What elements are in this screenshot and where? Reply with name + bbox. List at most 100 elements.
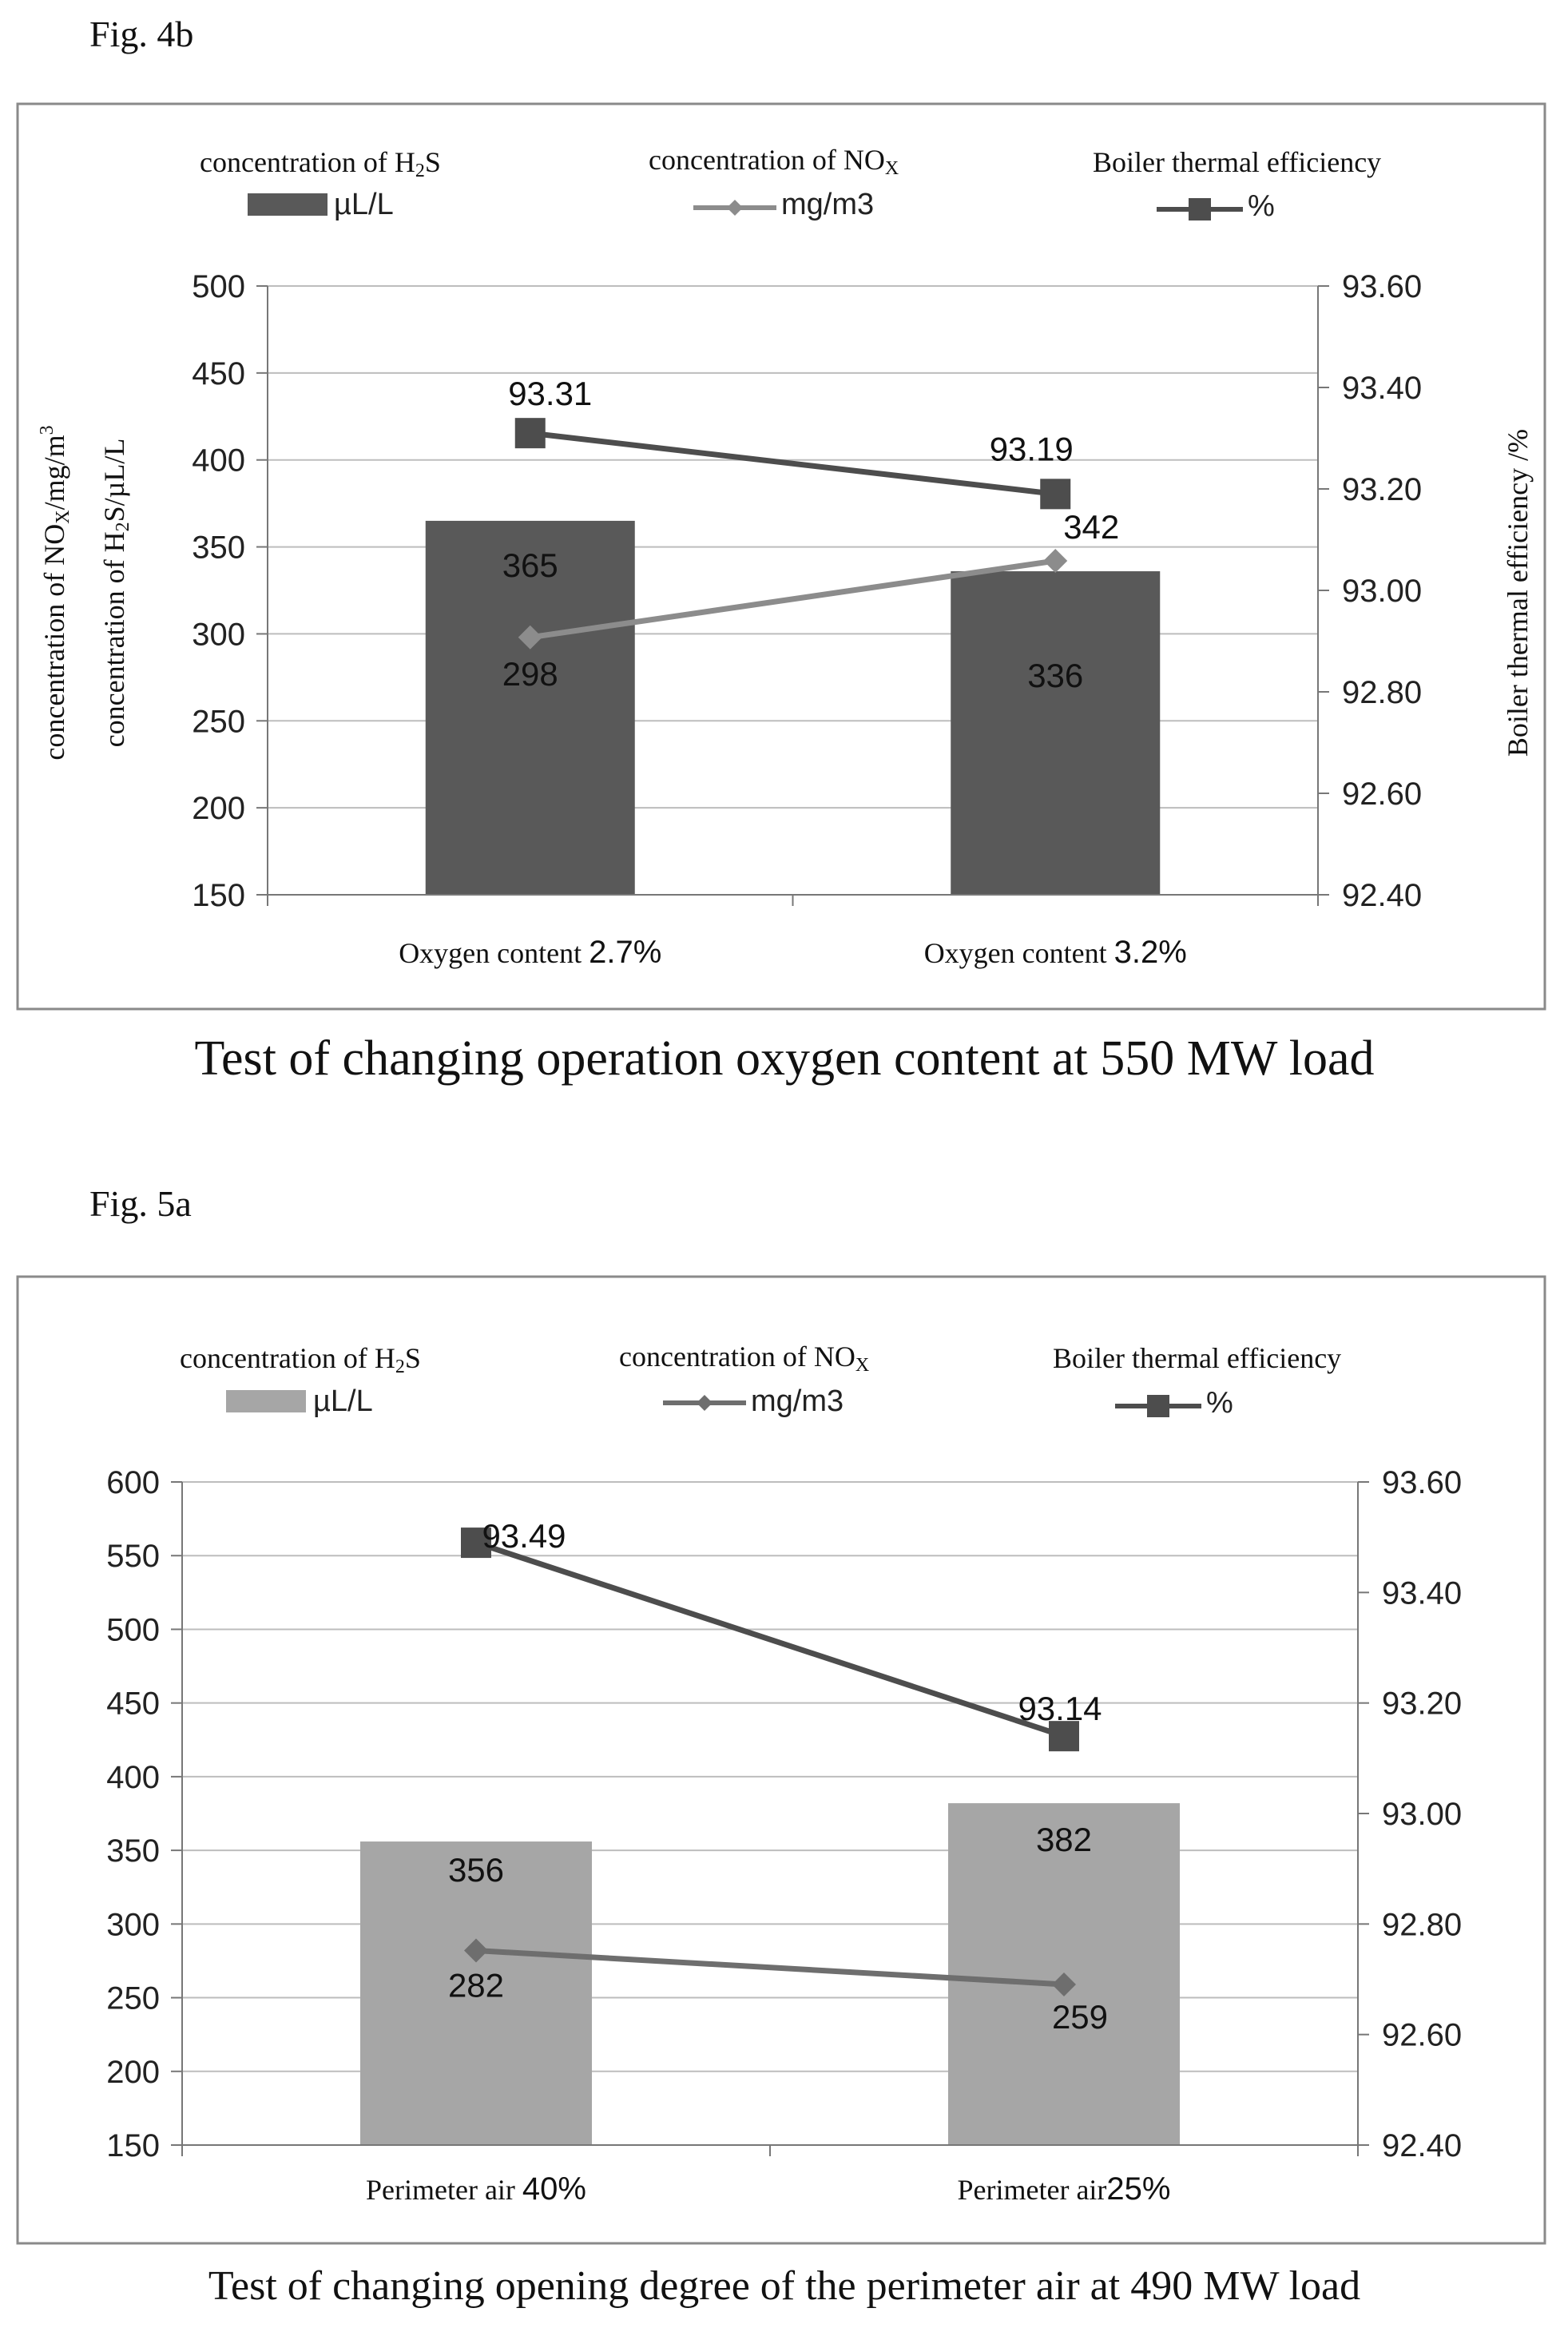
legend-unit: mg/m3 xyxy=(781,188,874,221)
legend-unit: µL/L xyxy=(334,188,394,221)
legend-entry-h2s: concentration of H2S µL/L xyxy=(180,1342,421,1418)
category-label: Perimeter air 40% xyxy=(366,2171,586,2207)
bar-data-label: 382 xyxy=(1036,1821,1092,1858)
legend: concentration of H2S µL/L concentration … xyxy=(200,144,1381,223)
legend-title: concentration of NOX xyxy=(619,1341,869,1376)
data-labels: 365 336 298 342 93.31 93.19 xyxy=(502,375,1120,694)
efficiency-data-label: 93.49 xyxy=(482,1517,566,1555)
category-labels: Perimeter air 40% Perimeter air25% xyxy=(366,2171,1170,2207)
right-tick-label: 92.60 xyxy=(1342,777,1422,812)
right-tick-label: 92.40 xyxy=(1382,2128,1462,2163)
left-tick-label: 500 xyxy=(192,269,245,304)
figure-label: Fig. 5a xyxy=(89,1183,192,1224)
legend-bar-swatch xyxy=(226,1390,306,1412)
series-lines xyxy=(461,1528,1079,1996)
legend-title: concentration of H2S xyxy=(180,1342,421,1377)
left-tick-label: 150 xyxy=(192,878,245,913)
right-tick-labels: 92.40 92.60 92.80 93.00 93.20 93.40 93.60 xyxy=(1342,269,1422,913)
legend-unit: % xyxy=(1206,1386,1233,1420)
legend-title: concentration of H2S xyxy=(200,146,441,181)
y-axis-left-title-1: concentration of NOX/mg/m3 xyxy=(37,425,73,760)
legend-title: Boiler thermal efficiency xyxy=(1053,1342,1341,1374)
y-axis-left-title-2: concentration of H2S/µL/L xyxy=(98,439,133,748)
right-tick-label: 93.40 xyxy=(1342,371,1422,406)
square-marker-icon xyxy=(1147,1395,1169,1417)
left-tick-label: 450 xyxy=(106,1686,160,1722)
legend-title: concentration of NOX xyxy=(649,144,899,179)
legend-entry-h2s: concentration of H2S µL/L xyxy=(200,146,441,221)
gridlines xyxy=(268,285,1318,896)
bar xyxy=(425,520,635,895)
category-labels: Oxygen content 2.7% Oxygen content 3.2% xyxy=(399,935,1187,970)
right-tick-label: 92.40 xyxy=(1342,878,1422,913)
left-tick-label: 300 xyxy=(106,1907,160,1942)
y-axis-right-title: Boiler thermal efficiency /% xyxy=(1502,429,1534,757)
efficiency-data-label: 93.14 xyxy=(1018,1690,1102,1727)
diamond-marker-icon xyxy=(727,200,743,216)
right-tick-label: 93.00 xyxy=(1382,1797,1462,1832)
square-marker xyxy=(514,418,546,449)
bar-data-label: 365 xyxy=(502,546,558,584)
left-tick-label: 400 xyxy=(192,443,245,479)
legend-unit: mg/m3 xyxy=(751,1384,844,1418)
category-label: Perimeter air25% xyxy=(958,2171,1171,2207)
bars xyxy=(425,520,1161,895)
axes xyxy=(256,285,1329,906)
gridlines xyxy=(182,1481,1358,2146)
legend-bar-swatch xyxy=(248,193,327,216)
diamond-marker xyxy=(518,625,542,650)
efficiency-line xyxy=(474,1539,1066,1739)
right-tick-label: 93.60 xyxy=(1382,1465,1462,1500)
square-marker-icon xyxy=(1189,198,1211,220)
right-tick-label: 92.80 xyxy=(1382,1907,1462,1942)
chart-caption: Test of changing operation oxygen conten… xyxy=(195,1031,1375,1086)
figure-label: Fig. 4b xyxy=(89,14,193,54)
left-tick-label: 200 xyxy=(106,2055,160,2090)
left-tick-label: 500 xyxy=(106,1612,160,1647)
nox-data-label: 298 xyxy=(502,655,558,693)
category-label: Oxygen content 3.2% xyxy=(924,935,1187,970)
legend-title: Boiler thermal efficiency xyxy=(1093,146,1381,178)
right-tick-label: 93.20 xyxy=(1342,472,1422,507)
left-tick-label: 200 xyxy=(192,791,245,826)
chart-caption: Test of changing opening degree of the p… xyxy=(208,2263,1360,2309)
chart-fig-4b: Fig. 4b concentration of H2S µL/L concen… xyxy=(16,14,1546,1086)
nox-data-label: 259 xyxy=(1052,1998,1108,2036)
diamond-marker xyxy=(464,1938,488,1963)
diamond-marker xyxy=(1052,1972,1076,1996)
efficiency-line xyxy=(530,430,1056,497)
legend-entry-nox: concentration of NOX mg/m3 xyxy=(649,144,899,221)
left-tick-label: 350 xyxy=(192,530,245,566)
efficiency-data-label: 93.31 xyxy=(508,375,592,412)
left-tick-label: 600 xyxy=(106,1465,160,1500)
right-tick-label: 92.60 xyxy=(1382,2018,1462,2053)
left-tick-labels: 150 200 250 300 350 400 450 500 xyxy=(192,269,245,913)
chart-frame xyxy=(16,102,1546,1011)
left-tick-label: 450 xyxy=(192,356,245,391)
data-labels: 356 382 282 259 93.49 93.14 xyxy=(448,1517,1108,2036)
legend-unit: µL/L xyxy=(313,1384,373,1418)
square-marker xyxy=(461,1528,491,1559)
series-lines xyxy=(514,418,1071,650)
chart-fig-5a: Fig. 5a concentration of H2S µL/L concen… xyxy=(16,1183,1546,2309)
square-marker xyxy=(1040,479,1071,510)
diamond-marker xyxy=(1043,548,1068,573)
diamond-marker-icon xyxy=(697,1395,713,1411)
right-tick-label: 92.80 xyxy=(1342,675,1422,710)
chart-frame xyxy=(16,1275,1546,2245)
nox-line xyxy=(475,1948,1065,1988)
right-tick-label: 93.00 xyxy=(1342,574,1422,609)
left-tick-label: 350 xyxy=(106,1833,160,1869)
legend-entry-efficiency: Boiler thermal efficiency % xyxy=(1093,146,1381,223)
axes xyxy=(171,1481,1369,2156)
right-tick-label: 93.60 xyxy=(1342,269,1422,304)
efficiency-data-label: 93.19 xyxy=(990,430,1074,467)
left-tick-label: 300 xyxy=(192,617,245,652)
right-tick-label: 93.40 xyxy=(1382,1575,1462,1611)
right-tick-labels: 92.40 92.60 92.80 93.00 93.20 93.40 93.60 xyxy=(1382,1465,1462,2163)
left-tick-labels: 150 200 250 300 350 400 450 500 550 600 xyxy=(106,1465,160,2163)
left-tick-label: 150 xyxy=(106,2128,160,2163)
square-marker xyxy=(1049,1721,1079,1752)
nox-line xyxy=(530,558,1056,641)
legend: concentration of H2S µL/L concentration … xyxy=(180,1341,1341,1420)
